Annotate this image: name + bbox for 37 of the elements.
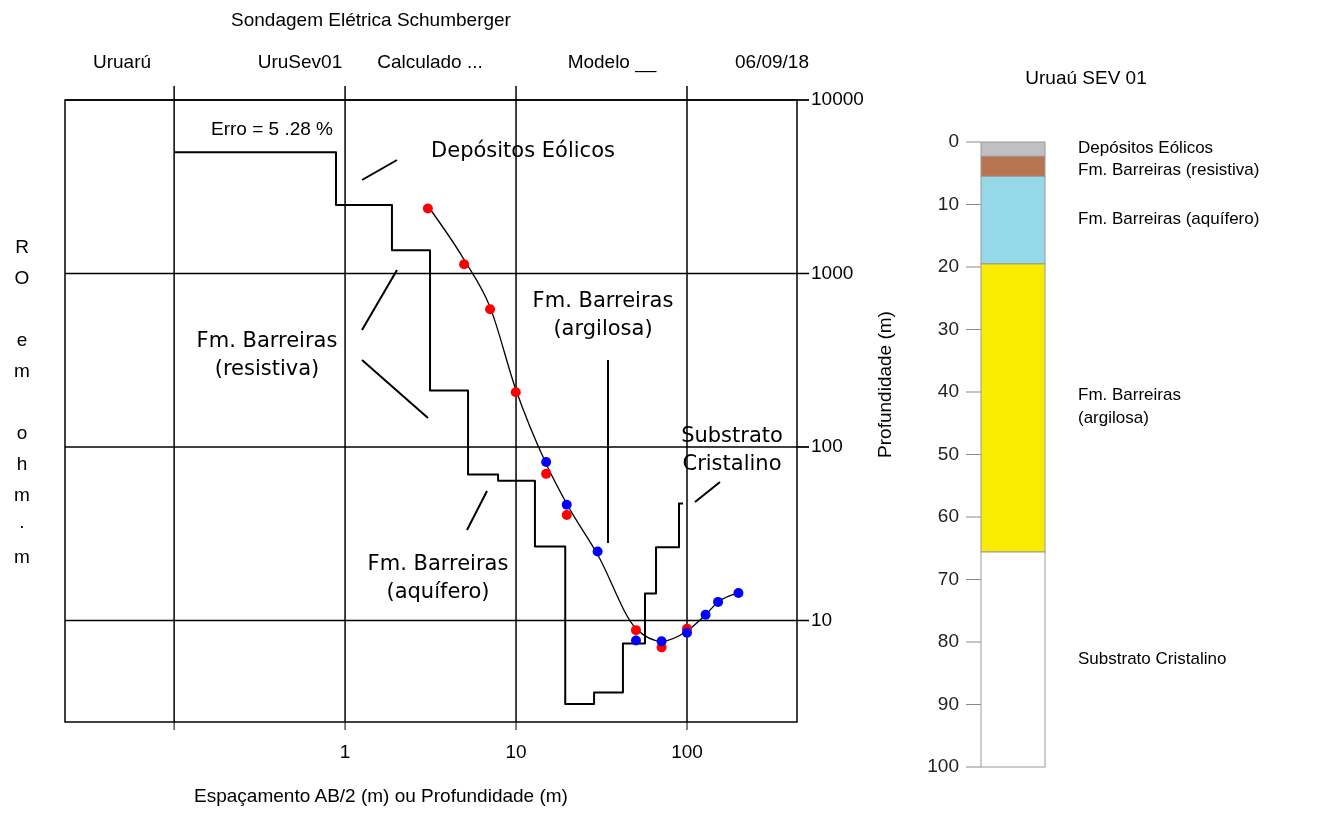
series-label: Fm. Barreiras (argilosa)	[1078, 385, 1181, 428]
y-tick-label: 0	[948, 130, 959, 152]
series-label: Substrato Cristalino	[1078, 648, 1227, 668]
y-tick-label: 1000	[811, 261, 854, 283]
text: Uruarú	[92, 51, 152, 73]
y-tick-label: 10	[811, 608, 833, 630]
series-label: Fm. Barreiras (resistiva)	[1078, 160, 1260, 180]
text: Calculado ...	[377, 51, 483, 73]
y-tick-label: 80	[937, 630, 959, 652]
y-tick-label: 50	[937, 442, 959, 464]
y-tick-label: 20	[937, 255, 959, 277]
annotation: Fm. Barreiras (resistiva)	[196, 327, 338, 381]
series-label: Depósitos Eólicos	[1078, 138, 1214, 158]
y-axis-title: Profundidade (m)	[874, 311, 895, 458]
y-tick-label: 70	[937, 567, 959, 589]
text: Modelo __	[567, 51, 657, 74]
y-tick-label: 10	[937, 192, 959, 214]
chart-title: Sondagem Elétrica Schumberger	[231, 9, 512, 30]
y-tick-label: 100	[927, 755, 959, 777]
text: 06/09/18	[735, 51, 809, 73]
x-tick-label: 1	[339, 741, 351, 762]
annotation: Erro = 5 .28 %	[211, 118, 334, 140]
annotation: Fm. Barreiras (aquífero)	[367, 550, 509, 604]
y-tick-label: 10000	[811, 88, 864, 110]
x-tick-label: 10	[505, 741, 527, 762]
text: Uruaú SEV 01	[1025, 67, 1147, 88]
y-tick-label: 40	[937, 380, 959, 402]
y-tick-label: 100	[811, 435, 843, 457]
text: UruSev01	[257, 51, 343, 73]
y-tick-label: 30	[937, 317, 959, 339]
x-tick-label: 100	[671, 741, 703, 762]
text: RO em ohm·m	[14, 236, 30, 567]
x-axis-title: Espaçamento AB/2 (m) ou Profundidade (m)	[194, 785, 568, 806]
annotation: Fm. Barreiras (argilosa)	[532, 287, 674, 341]
y-tick-label: 90	[937, 692, 959, 714]
series-label: Fm. Barreiras (aquífero)	[1078, 209, 1260, 229]
y-tick-label: 60	[937, 505, 959, 527]
